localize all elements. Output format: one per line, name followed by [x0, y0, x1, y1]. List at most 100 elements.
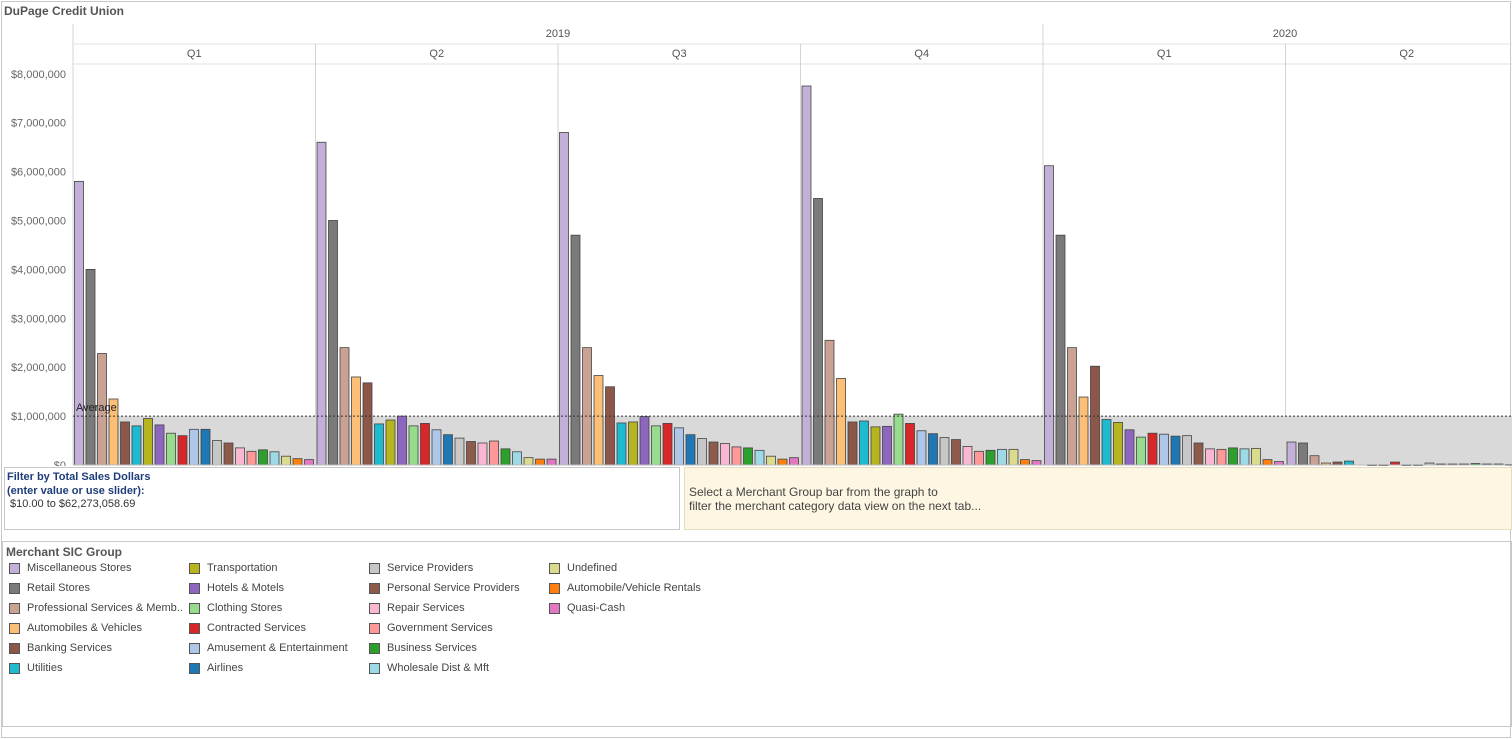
- bar[interactable]: [431, 429, 442, 466]
- bar[interactable]: [454, 437, 465, 466]
- bar[interactable]: [408, 425, 419, 466]
- filter-range-value[interactable]: $10.00 to $62,273,058.69: [10, 498, 136, 510]
- bar[interactable]: [235, 447, 245, 466]
- bar[interactable]: [582, 347, 592, 466]
- bar[interactable]: [616, 422, 627, 466]
- bar[interactable]: [1262, 459, 1273, 466]
- bar[interactable]: [189, 428, 199, 466]
- bar[interactable]: [1286, 441, 1297, 466]
- bar[interactable]: [1147, 432, 1158, 466]
- bar[interactable]: [813, 198, 823, 466]
- bar[interactable]: [939, 437, 950, 466]
- bar[interactable]: [743, 447, 753, 466]
- bar[interactable]: [1216, 448, 1227, 466]
- bar[interactable]: [500, 448, 511, 466]
- bar[interactable]: [1078, 396, 1089, 466]
- bar[interactable]: [385, 419, 396, 466]
- bar[interactable]: [477, 442, 488, 466]
- bar[interactable]: [893, 413, 904, 466]
- bar[interactable]: [120, 421, 130, 466]
- bar[interactable]: [281, 455, 291, 466]
- legend-item[interactable]: Automobiles & Vehicles: [9, 620, 142, 636]
- bar[interactable]: [1159, 433, 1169, 466]
- bar[interactable]: [1124, 429, 1135, 466]
- bar[interactable]: [223, 442, 234, 466]
- bar[interactable]: [339, 347, 350, 466]
- bar[interactable]: [905, 423, 915, 466]
- bar[interactable]: [1193, 442, 1204, 466]
- bar[interactable]: [200, 428, 211, 466]
- bar[interactable]: [1031, 460, 1042, 466]
- bar[interactable]: [985, 449, 996, 466]
- bar[interactable]: [777, 458, 788, 466]
- bar[interactable]: [1020, 459, 1030, 466]
- bar[interactable]: [131, 425, 142, 466]
- legend-item[interactable]: Retail Stores: [9, 580, 90, 596]
- bar[interactable]: [246, 450, 257, 466]
- legend-item[interactable]: Transportation: [189, 560, 278, 576]
- bar[interactable]: [754, 449, 765, 466]
- legend-item[interactable]: Airlines: [189, 660, 243, 676]
- bar[interactable]: [847, 421, 858, 466]
- bar[interactable]: [535, 458, 545, 466]
- bar[interactable]: [801, 85, 812, 466]
- bar[interactable]: [212, 440, 222, 466]
- bar[interactable]: [1101, 419, 1112, 466]
- bar[interactable]: [824, 339, 835, 466]
- bar[interactable]: [1274, 461, 1284, 466]
- legend-item[interactable]: Miscellaneous Stores: [9, 560, 132, 576]
- bar[interactable]: [882, 425, 892, 466]
- bar[interactable]: [443, 434, 453, 466]
- bar[interactable]: [258, 449, 268, 466]
- bar[interactable]: [662, 423, 673, 466]
- bar[interactable]: [374, 423, 384, 466]
- bar[interactable]: [639, 416, 650, 466]
- bar[interactable]: [870, 426, 881, 466]
- bar[interactable]: [1008, 448, 1019, 466]
- bar[interactable]: [1228, 447, 1238, 466]
- bar[interactable]: [685, 434, 696, 466]
- bar[interactable]: [512, 451, 522, 466]
- legend-item[interactable]: Repair Services: [369, 600, 465, 616]
- bar[interactable]: [1309, 455, 1320, 466]
- bar[interactable]: [1113, 422, 1123, 466]
- bar[interactable]: [674, 427, 684, 466]
- bar[interactable]: [789, 457, 799, 466]
- bar-chart[interactable]: 2019 2020 Q1 Q2 Q3 Q4 Q1 Q2 $0 $1,000,000 $2,000,0…: [0, 0, 1512, 466]
- sales-filter-box[interactable]: Filter by Total Sales Dollars (enter val…: [4, 467, 680, 530]
- bar[interactable]: [651, 425, 661, 466]
- legend-item[interactable]: Automobile/Vehicle Rentals: [549, 580, 701, 596]
- bar[interactable]: [859, 420, 869, 466]
- bar[interactable]: [304, 459, 314, 466]
- bar[interactable]: [1298, 442, 1308, 466]
- bar[interactable]: [85, 268, 96, 466]
- bar[interactable]: [269, 451, 280, 466]
- bar[interactable]: [928, 433, 938, 466]
- bar[interactable]: [962, 446, 973, 466]
- bar[interactable]: [397, 415, 407, 466]
- bar[interactable]: [466, 441, 476, 466]
- legend-item[interactable]: Hotels & Motels: [189, 580, 284, 596]
- bar[interactable]: [974, 450, 984, 466]
- bar[interactable]: [143, 418, 153, 466]
- bar[interactable]: [1239, 448, 1250, 466]
- bar[interactable]: [362, 382, 373, 466]
- bar[interactable]: [74, 180, 84, 466]
- legend-item[interactable]: Amusement & Entertainment: [189, 640, 348, 656]
- bar[interactable]: [951, 439, 961, 466]
- bar[interactable]: [731, 446, 742, 466]
- legend-item[interactable]: Banking Services: [9, 640, 112, 656]
- bar[interactable]: [523, 457, 534, 466]
- legend-item[interactable]: Contracted Services: [189, 620, 306, 636]
- bar[interactable]: [570, 234, 581, 466]
- bar[interactable]: [1170, 435, 1181, 466]
- bar[interactable]: [1055, 234, 1066, 466]
- bar[interactable]: [1136, 436, 1146, 466]
- bar[interactable]: [546, 458, 557, 466]
- bar[interactable]: [605, 386, 615, 466]
- legend-item[interactable]: Wholesale Dist & Mft: [369, 660, 489, 676]
- bar[interactable]: [1182, 435, 1192, 466]
- legend-item[interactable]: Utilities: [9, 660, 62, 676]
- legend-item[interactable]: Business Services: [369, 640, 477, 656]
- bar[interactable]: [593, 375, 604, 466]
